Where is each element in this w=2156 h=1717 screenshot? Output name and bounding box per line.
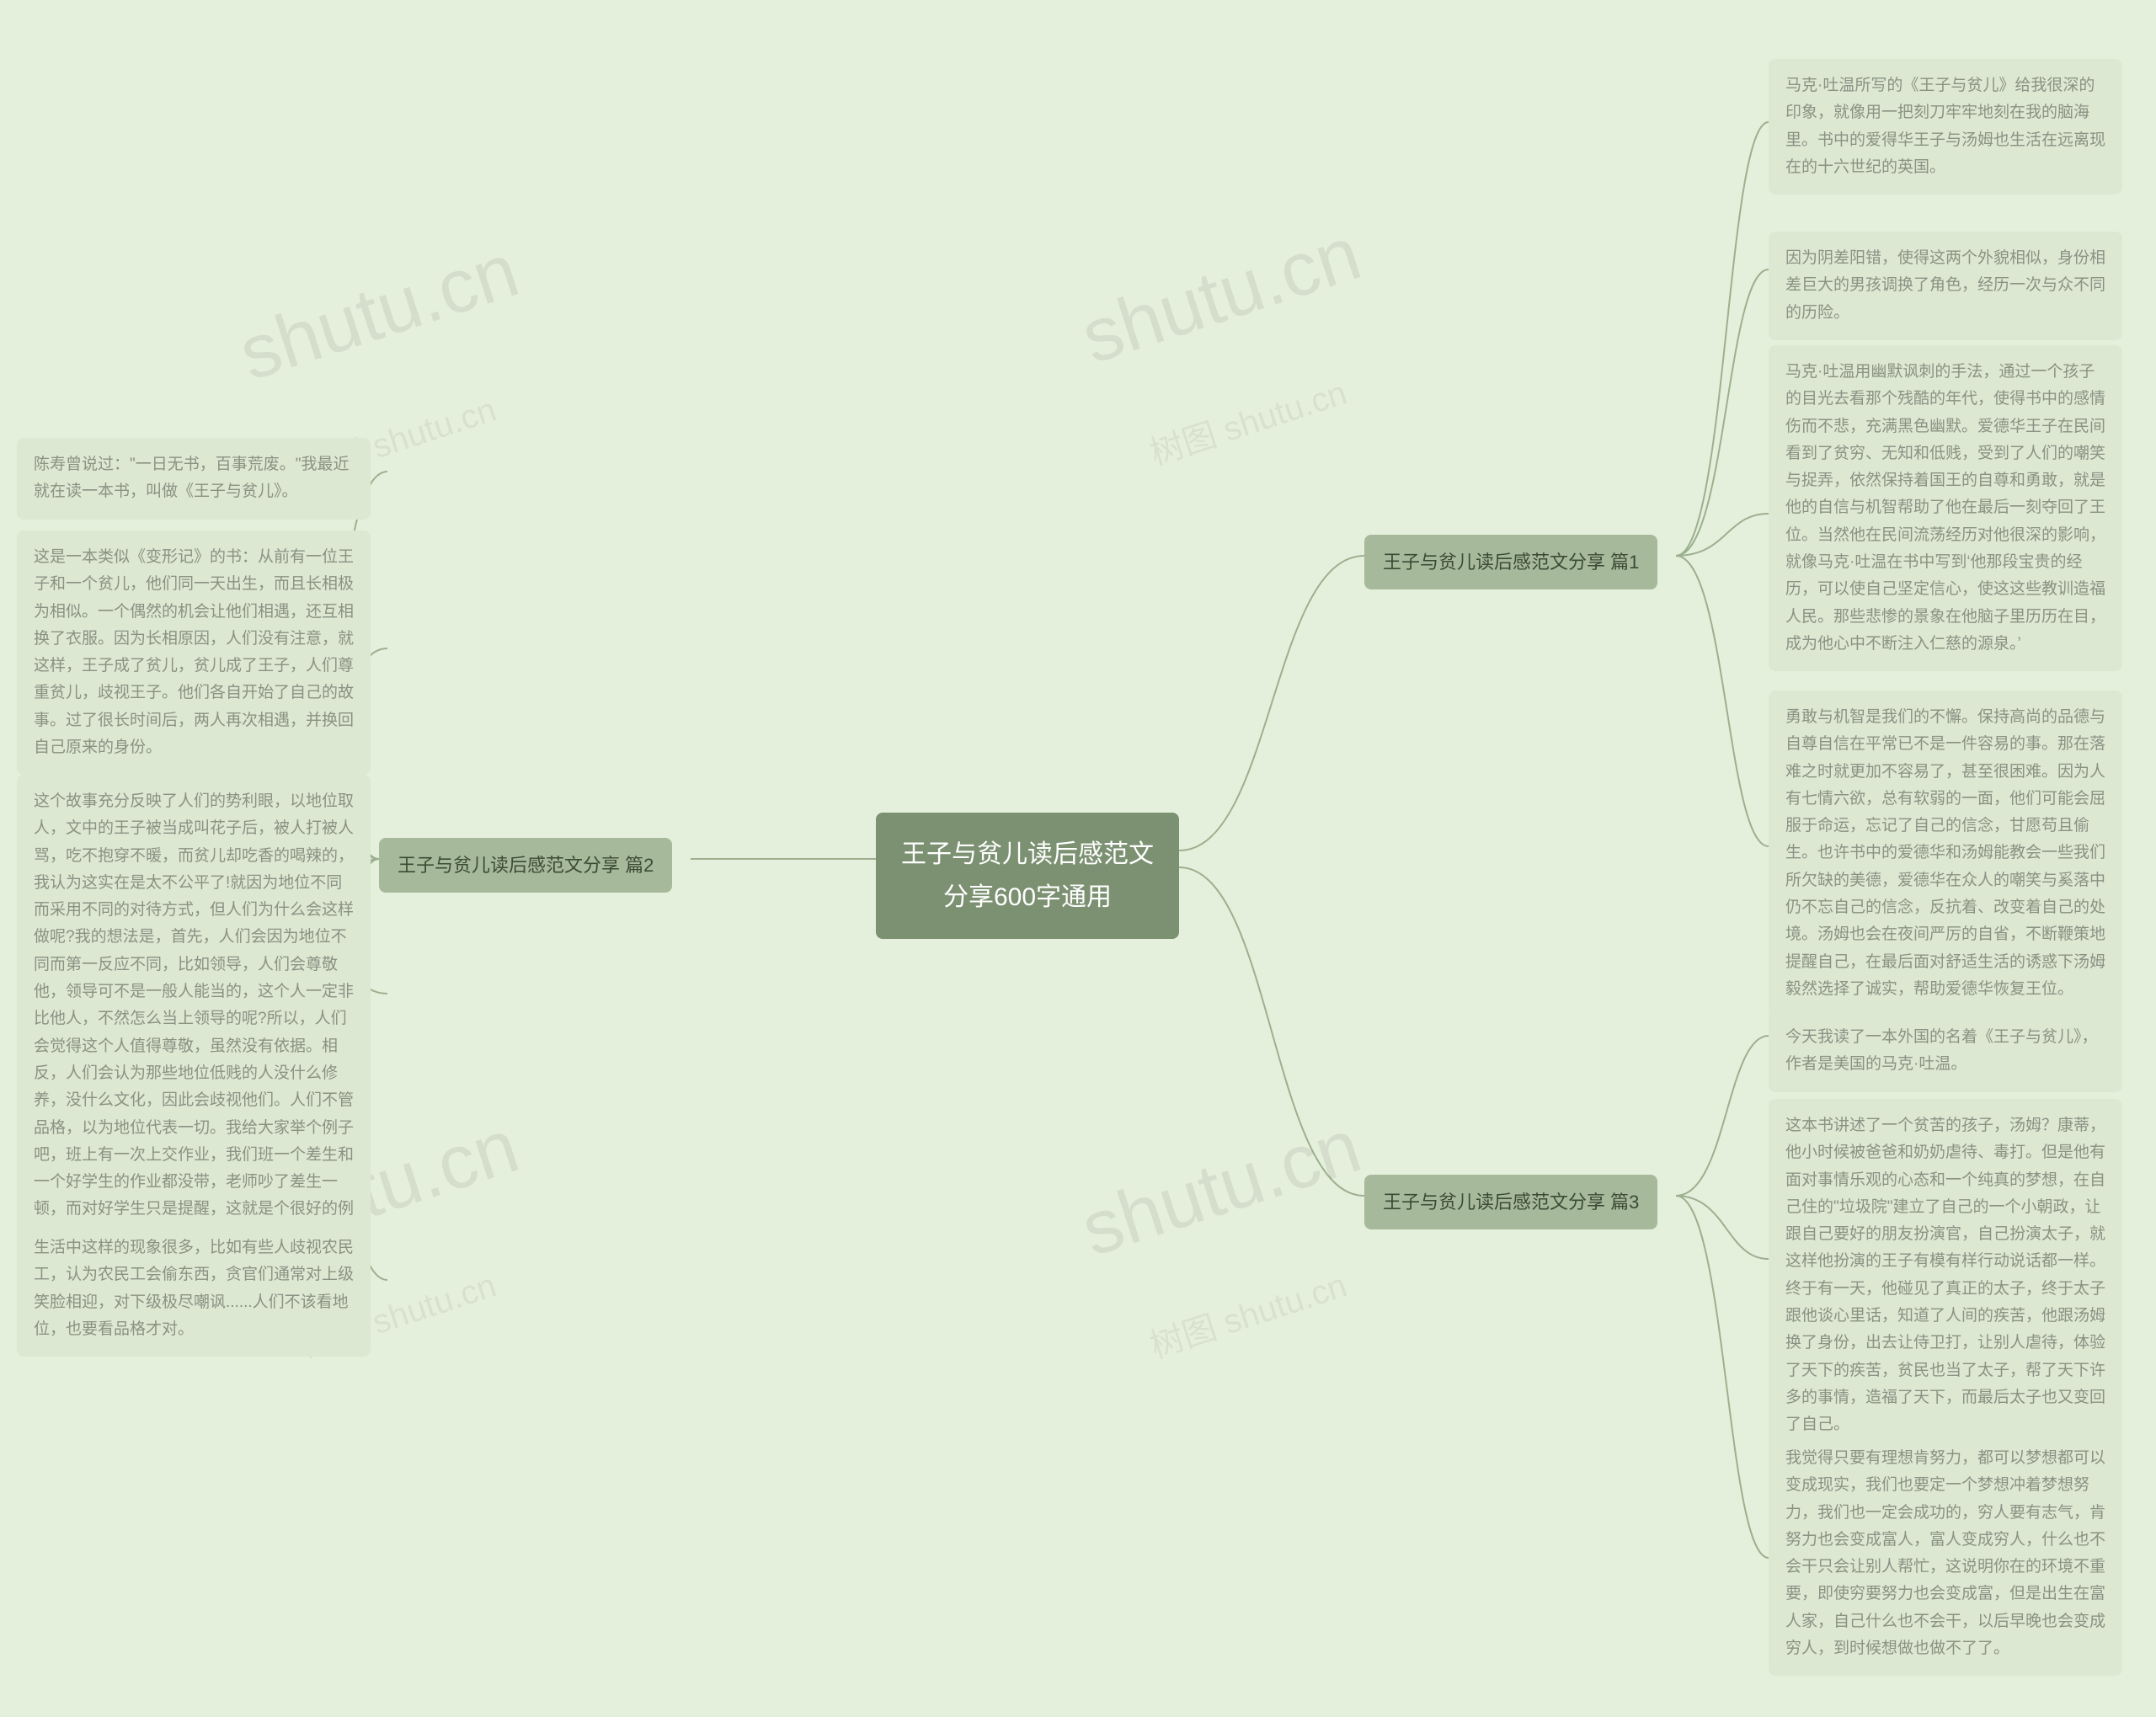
leaf-text: 这个故事充分反映了人们的势利眼，以地位取人，文中的王子被当成叫花子后，被人打被人… (34, 792, 354, 1245)
branch-2-title: 王子与贫儿读后感范文分享 篇2 (398, 855, 654, 876)
branch-1-title: 王子与贫儿读后感范文分享 篇1 (1383, 552, 1639, 573)
branch-2: 王子与贫儿读后感范文分享 篇2 (379, 838, 672, 893)
watermark: shutu.cn (229, 227, 528, 398)
leaf-text: 陈寿曾说过："一日无书，百事荒废。"我最近就在读一本书，叫做《王子与贫儿》。 (34, 456, 350, 500)
center-node: 王子与贫儿读后感范文分享600字通用 (876, 813, 1179, 939)
leaf-text: 马克·吐温用幽默讽刺的手法，通过一个孩子的目光去看那个残酷的年代，使得书中的感情… (1785, 363, 2105, 653)
branch-2-leaf-3: 这个故事充分反映了人们的势利眼，以地位取人，文中的王子被当成叫花子后，被人打被人… (17, 775, 371, 1264)
watermark: shutu.cn (1071, 1103, 1370, 1274)
branch-3: 王子与贫儿读后感范文分享 篇3 (1364, 1175, 1657, 1229)
branch-2-leaf-2: 这是一本类似《变形记》的书：从前有一位王子和一个贫儿，他们同一天出生，而且长相极… (17, 531, 371, 775)
leaf-text: 今天我读了一本外国的名着《王子与贫儿》，作者是美国的马克·吐温。 (1785, 1028, 2098, 1073)
leaf-text: 我觉得只要有理想肯努力，都可以梦想都可以变成现实，我们也要定一个梦想冲着梦想努力… (1785, 1449, 2105, 1657)
branch-3-leaf-3: 我觉得只要有理想肯努力，都可以梦想都可以变成现实，我们也要定一个梦想冲着梦想努力… (1769, 1432, 2122, 1676)
leaf-text: 因为阴差阳错，使得这两个外貌相似，身份相差巨大的男孩调换了角色，经历一次与众不同… (1785, 249, 2105, 322)
branch-1-leaf-1: 马克·吐温所写的《王子与贫儿》给我很深的印象，就像用一把刻刀牢牢地刻在我的脑海里… (1769, 59, 2122, 195)
leaf-text: 生活中这样的现象很多，比如有些人歧视农民工，认为农民工会偷东西，贪官们通常对上级… (34, 1239, 354, 1338)
leaf-text: 这本书讲述了一个贫苦的孩子，汤姆？康蒂，他小时候被爸爸和奶奶虐待、毒打。但是他有… (1785, 1117, 2105, 1433)
branch-3-leaf-2: 这本书讲述了一个贫苦的孩子，汤姆？康蒂，他小时候被爸爸和奶奶虐待、毒打。但是他有… (1769, 1099, 2122, 1453)
branch-1-leaf-2: 因为阴差阳错，使得这两个外貌相似，身份相差巨大的男孩调换了角色，经历一次与众不同… (1769, 232, 2122, 340)
branch-1: 王子与贫儿读后感范文分享 篇1 (1364, 535, 1657, 589)
leaf-text: 这是一本类似《变形记》的书：从前有一位王子和一个贫儿，他们同一天出生，而且长相极… (34, 548, 354, 756)
branch-2-leaf-1: 陈寿曾说过："一日无书，百事荒废。"我最近就在读一本书，叫做《王子与贫儿》。 (17, 438, 371, 520)
branch-1-leaf-3: 马克·吐温用幽默讽刺的手法，通过一个孩子的目光去看那个残酷的年代，使得书中的感情… (1769, 345, 2122, 671)
branch-1-leaf-4: 勇敢与机智是我们的不懈。保持高尚的品德与自尊自信在平常已不是一件容易的事。那在落… (1769, 691, 2122, 1016)
branch-3-leaf-1: 今天我读了一本外国的名着《王子与贫儿》，作者是美国的马克·吐温。 (1769, 1010, 2122, 1092)
branch-3-title: 王子与贫儿读后感范文分享 篇3 (1383, 1192, 1639, 1213)
watermark-small: 树图 shutu.cn (1143, 365, 1352, 475)
watermark: shutu.cn (1071, 211, 1370, 381)
leaf-text: 勇敢与机智是我们的不懈。保持高尚的品德与自尊自信在平常已不是一件容易的事。那在落… (1785, 708, 2105, 998)
leaf-text: 马克·吐温所写的《王子与贫儿》给我很深的印象，就像用一把刻刀牢牢地刻在我的脑海里… (1785, 77, 2105, 176)
branch-2-leaf-4: 生活中这样的现象很多，比如有些人歧视农民工，认为农民工会偷东西，贪官们通常对上级… (17, 1221, 371, 1357)
watermark-small: 树图 shutu.cn (1143, 1258, 1352, 1368)
center-title: 王子与贫儿读后感范文分享600字通用 (901, 840, 1154, 911)
